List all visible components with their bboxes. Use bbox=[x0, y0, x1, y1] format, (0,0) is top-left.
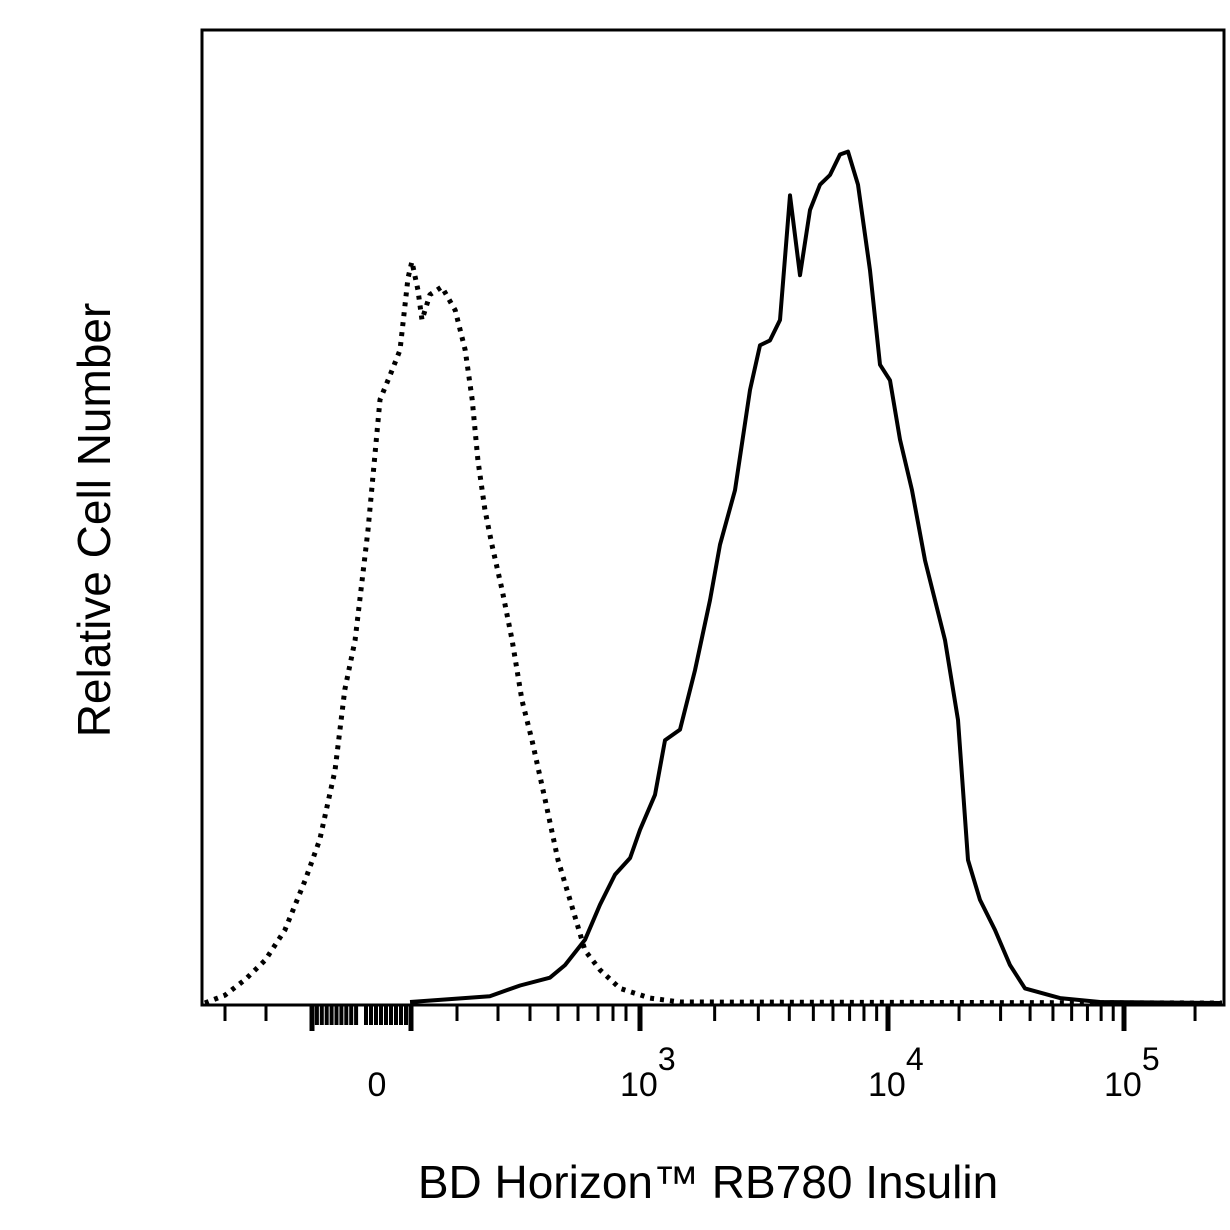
series-line-solid bbox=[409, 149, 1223, 1005]
plot-frame bbox=[200, 28, 1226, 1007]
tick-exponent: 5 bbox=[1142, 1041, 1160, 1077]
x-axis-label: BD Horizon™ RB780 Insulin bbox=[418, 1156, 998, 1208]
tick-base: 0 bbox=[368, 1066, 387, 1104]
x-tick-label: 103 bbox=[620, 1041, 676, 1104]
x-tick-label: 0 bbox=[368, 1066, 387, 1104]
series-group bbox=[203, 149, 1223, 1006]
x-tick-label: 105 bbox=[1104, 1041, 1160, 1104]
tick-base: 10 bbox=[868, 1066, 906, 1104]
tick-base: 10 bbox=[1104, 1066, 1142, 1104]
tick-exponent: 3 bbox=[658, 1041, 676, 1077]
x-tick-label: 104 bbox=[868, 1041, 924, 1104]
x-axis-ticks bbox=[223, 1005, 1197, 1031]
tick-base: 10 bbox=[620, 1066, 658, 1104]
tick-exponent: 4 bbox=[906, 1041, 924, 1077]
series-line-dotted bbox=[203, 259, 1223, 1006]
y-axis-label: Relative Cell Number bbox=[68, 303, 120, 738]
